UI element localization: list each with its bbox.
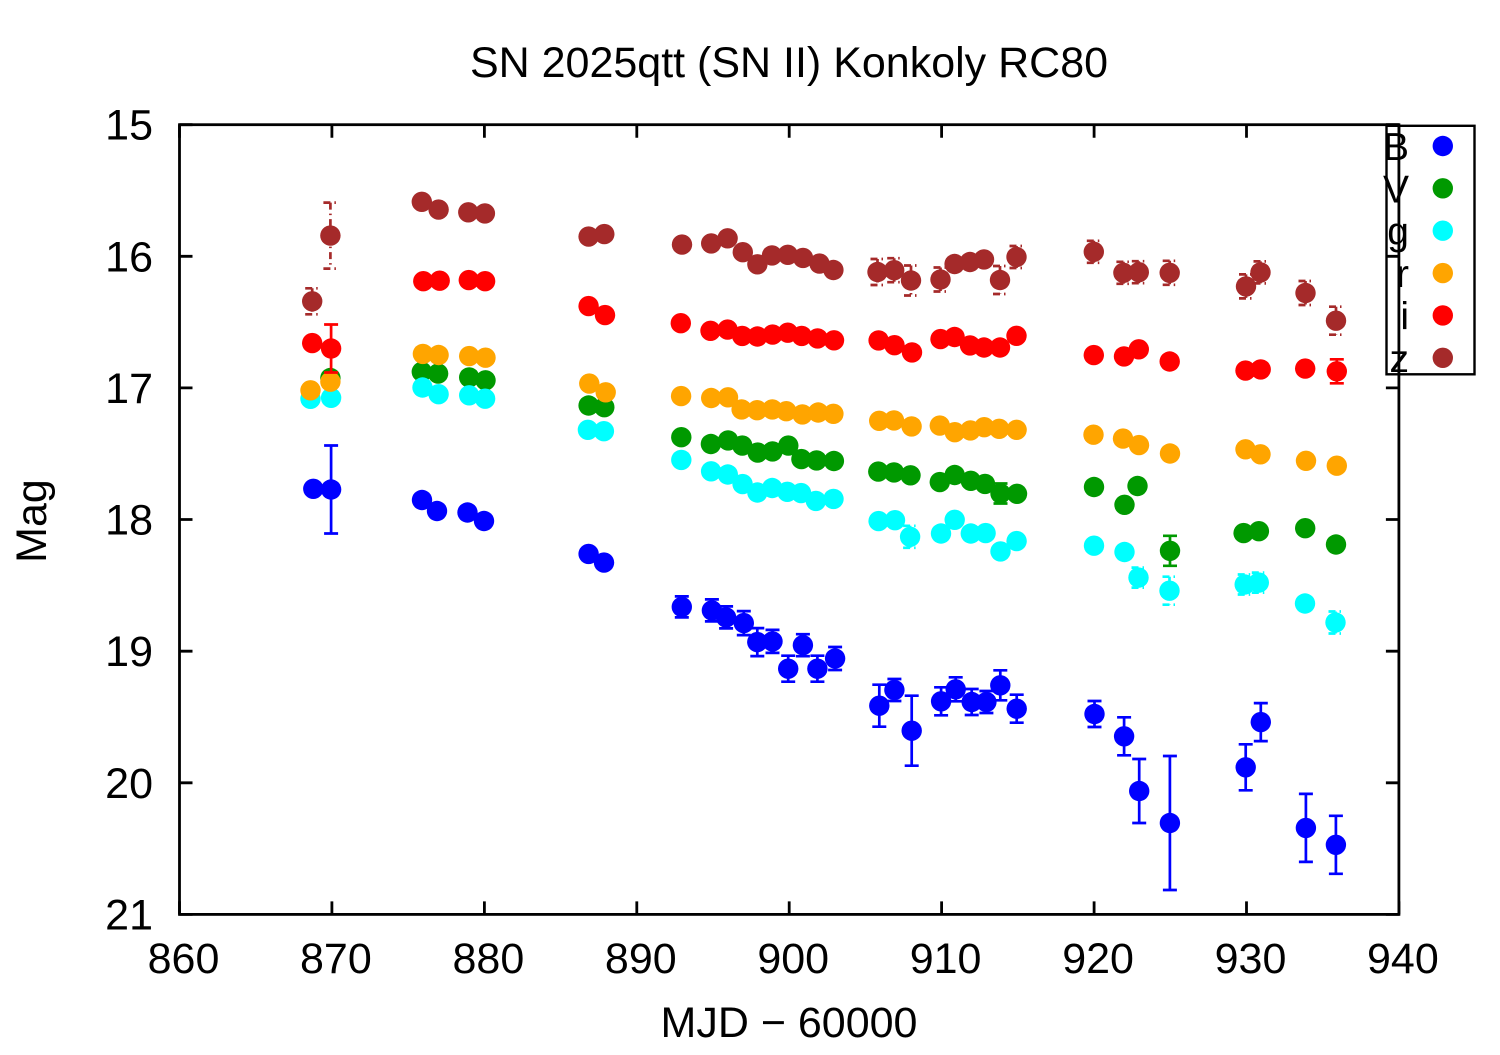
svg-text:21: 21 [105, 891, 153, 939]
svg-text:940: 940 [1367, 935, 1439, 983]
svg-text:B: B [1383, 126, 1409, 169]
svg-text:i: i [1400, 295, 1409, 338]
svg-text:18: 18 [105, 497, 153, 545]
svg-text:900: 900 [757, 935, 829, 983]
svg-text:16: 16 [105, 233, 153, 281]
svg-text:17: 17 [105, 365, 153, 413]
svg-text:870: 870 [300, 935, 372, 983]
svg-text:930: 930 [1215, 935, 1287, 983]
svg-text:SN 2025qtt (SN II) Konkoly RC8: SN 2025qtt (SN II) Konkoly RC80 [470, 39, 1108, 87]
svg-text:V: V [1383, 168, 1409, 211]
svg-text:20: 20 [105, 760, 153, 808]
svg-text:890: 890 [605, 935, 677, 983]
svg-text:910: 910 [910, 935, 982, 983]
svg-text:920: 920 [1062, 935, 1134, 983]
svg-text:MJD − 60000: MJD − 60000 [661, 999, 918, 1047]
svg-text:880: 880 [453, 935, 525, 983]
svg-text:860: 860 [148, 935, 220, 983]
svg-text:15: 15 [105, 102, 153, 150]
svg-text:19: 19 [105, 628, 153, 676]
svg-text:Mag: Mag [8, 479, 56, 563]
